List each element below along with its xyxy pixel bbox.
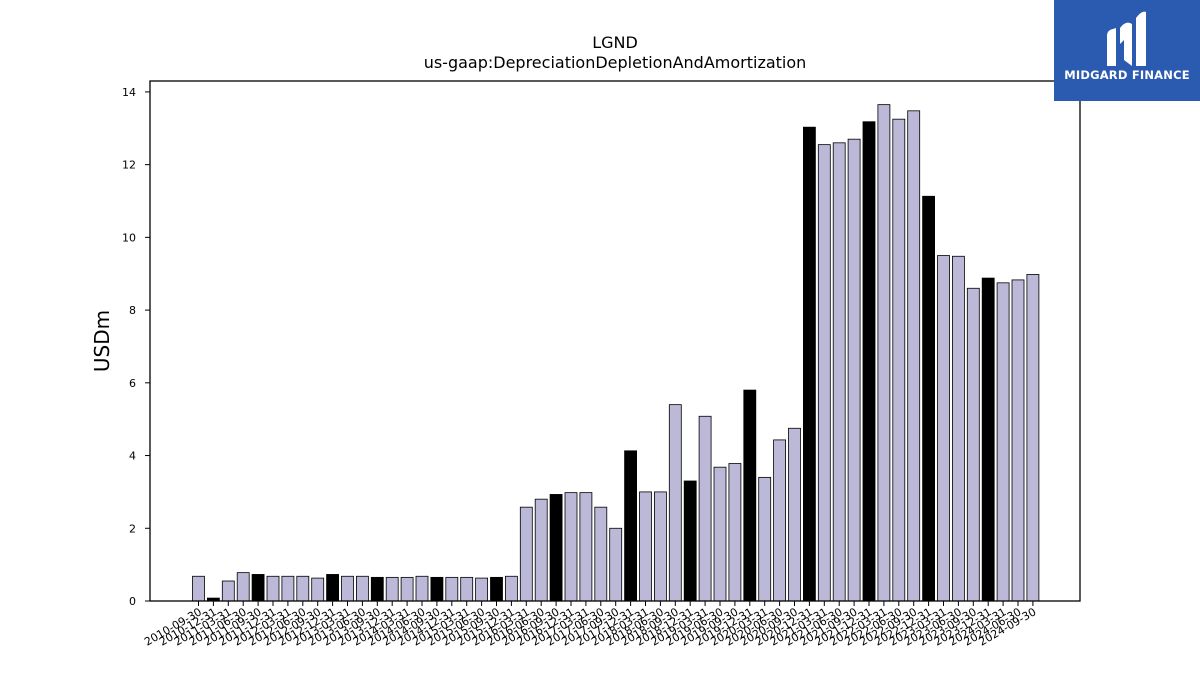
- bar-2022-03-31: [877, 104, 891, 602]
- bar-2011-09-30: [251, 574, 265, 602]
- y-tick-label: 6: [129, 377, 136, 390]
- bar-2013-03-31: [341, 575, 354, 602]
- bar-2015-03-31: [460, 576, 474, 602]
- bar-2019-09-30: [728, 463, 742, 602]
- bar-2018-03-31: [639, 491, 652, 602]
- y-axis-label: USDm: [90, 310, 114, 372]
- bar-2016-09-30: [549, 494, 563, 602]
- brand-logo: MIDGARD FINANCE: [1054, 0, 1200, 101]
- bar-2017-12-31: [624, 450, 637, 602]
- bar-2014-09-30: [430, 576, 444, 602]
- y-tick-label: 4: [129, 450, 136, 463]
- bar-2022-09-30: [907, 110, 921, 602]
- plot-frame: [149, 80, 1081, 602]
- bar-2017-03-31: [579, 492, 593, 602]
- y-tick-label: 0: [129, 595, 136, 608]
- bar-2024-06-30: [1011, 279, 1025, 602]
- bar-2012-09-30: [311, 577, 325, 602]
- bar-2023-09-30: [966, 287, 980, 602]
- chart-title: LGND: [592, 33, 638, 52]
- y-tick-label: 8: [129, 304, 136, 317]
- bar-2017-09-30: [609, 527, 623, 602]
- bar-2021-06-30: [832, 142, 846, 602]
- bar-2016-12-31: [564, 492, 578, 602]
- bar-2014-06-30: [415, 575, 429, 602]
- bar-2010-09-30: [192, 575, 205, 602]
- bar-2021-03-31: [817, 144, 831, 602]
- bars-group: [192, 104, 1040, 602]
- bar-2023-03-31: [937, 255, 950, 602]
- y-tick-label: 12: [122, 159, 136, 172]
- bar-2014-03-31: [400, 576, 414, 602]
- brand-name: MIDGARD FINANCE: [1064, 68, 1190, 82]
- bar-2013-09-30: [370, 576, 384, 602]
- bar-2023-12-31: [981, 277, 995, 602]
- bar-2011-03-31: [221, 580, 235, 602]
- bar-2022-12-31: [922, 195, 935, 602]
- bar-2022-06-30: [892, 118, 906, 602]
- bar-2013-06-30: [355, 575, 369, 602]
- bar-2012-06-30: [296, 575, 310, 602]
- bar-2012-03-31: [281, 575, 295, 602]
- bar-2019-06-30: [713, 466, 727, 602]
- bar-2020-03-31: [758, 476, 772, 602]
- x-axis: 2010-09-302010-12-312011-03-312011-06-30…: [142, 601, 1038, 649]
- y-tick-label: 2: [129, 522, 136, 535]
- bar-2020-12-31: [803, 126, 816, 602]
- y-tick-label: 10: [122, 231, 136, 244]
- bar-2011-06-30: [236, 572, 250, 602]
- bar-2020-06-30: [773, 439, 786, 602]
- bar-2023-06-30: [952, 255, 965, 602]
- bar-2016-06-30: [534, 498, 548, 602]
- bar-2016-03-31: [519, 506, 533, 602]
- bar-2011-12-31: [266, 575, 280, 602]
- bar-2020-09-30: [788, 427, 801, 602]
- bar-2012-12-31: [326, 574, 340, 602]
- bar-2015-12-31: [504, 575, 518, 602]
- y-axis: 0 2 4 6 8 10 12 14: [122, 86, 150, 608]
- chart-subtitle: us-gaap:DepreciationDepletionAndAmortiza…: [424, 53, 807, 72]
- bar-2013-12-31: [385, 576, 399, 602]
- bar-2019-12-31: [743, 389, 757, 602]
- y-tick-label: 14: [122, 86, 136, 99]
- bar-2021-12-31: [862, 121, 876, 602]
- bar-2024-03-31: [996, 282, 1010, 602]
- bar-2018-09-30: [668, 404, 682, 602]
- midgard-logo-icon: [1107, 11, 1146, 66]
- bar-2019-03-31: [698, 415, 712, 602]
- bar-2014-12-31: [445, 576, 459, 602]
- bar-2015-09-30: [490, 576, 503, 602]
- bar-2015-06-30: [475, 577, 489, 602]
- bar-2018-12-31: [683, 480, 697, 602]
- bar-2018-06-30: [654, 491, 667, 602]
- bar-2021-09-30: [847, 138, 861, 602]
- bar-2024-09-30: [1026, 274, 1040, 602]
- bar-2017-06-30: [594, 506, 608, 602]
